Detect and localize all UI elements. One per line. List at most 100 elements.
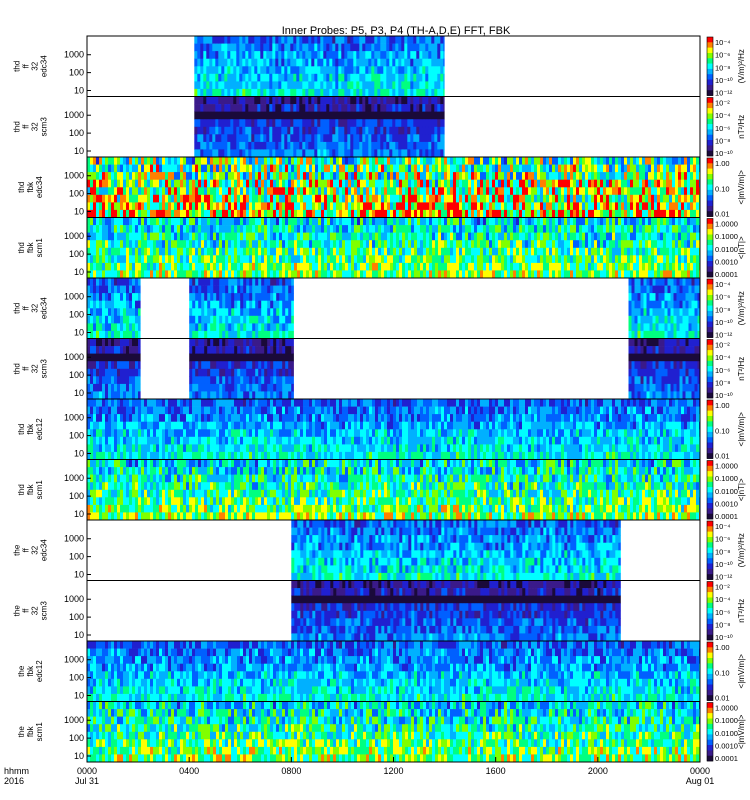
heatmap-cell bbox=[417, 179, 421, 188]
heatmap-cell bbox=[189, 240, 193, 249]
heatmap-cell bbox=[513, 225, 517, 233]
heatmap-cell bbox=[252, 157, 256, 165]
heatmap-cell bbox=[251, 96, 255, 105]
heatmap-cell bbox=[234, 270, 238, 279]
heatmap-cell bbox=[369, 164, 373, 173]
heatmap-cell bbox=[588, 164, 592, 173]
heatmap-cell bbox=[308, 36, 312, 44]
heatmap-cell bbox=[579, 179, 583, 188]
heatmap-cell bbox=[431, 51, 435, 59]
heatmap-cell bbox=[324, 209, 328, 218]
heatmap-cell bbox=[236, 58, 240, 67]
heatmap-cell bbox=[311, 126, 315, 135]
heatmap-cell bbox=[489, 164, 493, 173]
heatmap-cell bbox=[311, 73, 315, 82]
heatmap-cell bbox=[114, 323, 118, 332]
heatmap-cell bbox=[516, 202, 520, 211]
heatmap-cell bbox=[105, 202, 109, 211]
heatmap-cell bbox=[99, 194, 103, 203]
heatmap-cell bbox=[678, 202, 682, 211]
heatmap-cell bbox=[332, 36, 336, 44]
heatmap-cell bbox=[348, 202, 352, 211]
heatmap-cell bbox=[276, 240, 280, 249]
heatmap-cell bbox=[168, 202, 172, 211]
heatmap-cell bbox=[330, 255, 334, 264]
heatmap-cell bbox=[186, 194, 190, 203]
heatmap-cell bbox=[372, 240, 376, 249]
heatmap-cell bbox=[591, 187, 595, 196]
heatmap-cell bbox=[384, 217, 388, 226]
heatmap-cell bbox=[480, 240, 484, 249]
heatmap-cell bbox=[210, 225, 214, 233]
heatmap-cell bbox=[666, 202, 670, 211]
heatmap-cell bbox=[216, 187, 220, 196]
heatmap-cell bbox=[416, 81, 420, 90]
heatmap-cell bbox=[252, 202, 256, 211]
colorbar-cell bbox=[707, 74, 713, 78]
heatmap-cell bbox=[228, 225, 232, 233]
heatmap-cell bbox=[426, 194, 430, 203]
heatmap-cell bbox=[135, 225, 139, 233]
y-tick-label: 1000 bbox=[64, 50, 84, 60]
heatmap-cell bbox=[684, 172, 688, 180]
colorbar-frame bbox=[706, 97, 714, 157]
heatmap-cell bbox=[90, 255, 94, 264]
heatmap-cell bbox=[422, 43, 426, 52]
heatmap-cell bbox=[489, 240, 493, 249]
heatmap-cell bbox=[111, 308, 115, 317]
heatmap-cell bbox=[210, 232, 214, 241]
heatmap-cell bbox=[588, 217, 592, 226]
heatmap-cell bbox=[278, 141, 282, 150]
heatmap-cell bbox=[171, 247, 175, 256]
heatmap-cell bbox=[392, 88, 396, 97]
heatmap-cell bbox=[299, 66, 303, 75]
heatmap-cell bbox=[537, 179, 541, 188]
heatmap-cell bbox=[114, 217, 118, 226]
heatmap-cell bbox=[192, 217, 196, 226]
heatmap-cell bbox=[414, 232, 418, 241]
heatmap-cell bbox=[300, 225, 304, 233]
heatmap-cell bbox=[537, 255, 541, 264]
heatmap-cell bbox=[165, 172, 169, 180]
heatmap-cell bbox=[351, 164, 355, 173]
heatmap-cell bbox=[162, 232, 166, 241]
heatmap-cell bbox=[315, 187, 319, 196]
heatmap-cell bbox=[252, 172, 256, 180]
heatmap-cell bbox=[254, 104, 258, 112]
heatmap-cell bbox=[248, 149, 252, 158]
heatmap-cell bbox=[363, 270, 367, 279]
heatmap-cell bbox=[519, 225, 523, 233]
heatmap-cell bbox=[468, 194, 472, 203]
heatmap-cell bbox=[257, 126, 261, 135]
heatmap-cell bbox=[227, 104, 231, 112]
heatmap-cell bbox=[257, 81, 261, 90]
heatmap-cell bbox=[306, 157, 310, 165]
heatmap-cell bbox=[369, 157, 373, 165]
heatmap-cell bbox=[96, 172, 100, 180]
heatmap-cell bbox=[546, 172, 550, 180]
heatmap-cell bbox=[315, 270, 319, 279]
heatmap-cell bbox=[296, 51, 300, 59]
heatmap-cell bbox=[654, 247, 658, 256]
heatmap-cell bbox=[462, 209, 466, 218]
heatmap-cell bbox=[354, 240, 358, 249]
heatmap-cell bbox=[138, 255, 142, 264]
heatmap-cell bbox=[416, 88, 420, 97]
heatmap-cell bbox=[222, 240, 226, 249]
heatmap-cell bbox=[209, 58, 213, 67]
heatmap-cell bbox=[407, 81, 411, 90]
heatmap-cell bbox=[365, 149, 369, 158]
heatmap-cell bbox=[206, 126, 210, 135]
heatmap-cell bbox=[381, 225, 385, 233]
heatmap-cell bbox=[459, 225, 463, 233]
heatmap-cell bbox=[266, 88, 270, 97]
heatmap-cell bbox=[434, 111, 438, 120]
heatmap-cell bbox=[471, 172, 475, 180]
heatmap-cell bbox=[537, 262, 541, 271]
heatmap-cell bbox=[218, 149, 222, 158]
heatmap-cell bbox=[558, 179, 562, 188]
heatmap-cell bbox=[351, 194, 355, 203]
heatmap-cell bbox=[492, 255, 496, 264]
heatmap-cell bbox=[413, 141, 417, 150]
heatmap-cell bbox=[203, 149, 207, 158]
